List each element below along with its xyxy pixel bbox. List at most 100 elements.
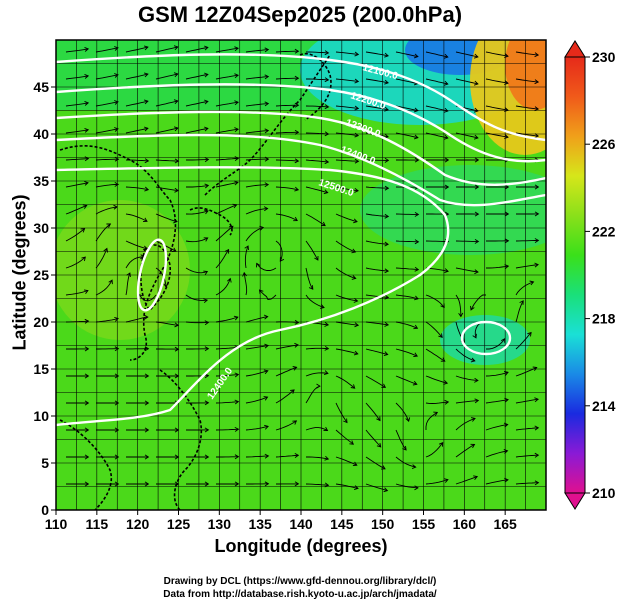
streamline-arrowhead bbox=[383, 487, 389, 493]
streamline bbox=[365, 429, 382, 448]
x-tick-label: 125 bbox=[167, 516, 191, 532]
streamline-arrowhead bbox=[292, 420, 298, 425]
streamline-arrowhead bbox=[413, 53, 419, 59]
streamline-arrowhead bbox=[414, 212, 420, 217]
colorbar-top-arrow bbox=[564, 40, 586, 58]
streamline-arrowhead bbox=[470, 443, 476, 449]
streamline-arrowhead bbox=[204, 45, 209, 51]
streamline-arrowhead bbox=[173, 126, 179, 132]
coastline-japan bbox=[204, 54, 331, 196]
streamline bbox=[125, 213, 148, 222]
streamline-arrowhead bbox=[234, 46, 239, 52]
streamline bbox=[125, 100, 148, 107]
streamline bbox=[365, 456, 386, 470]
streamline-arrowhead bbox=[114, 481, 120, 487]
streamline bbox=[455, 476, 478, 485]
streamline-arrowhead bbox=[290, 389, 295, 394]
streamline bbox=[245, 130, 269, 134]
streamline bbox=[244, 245, 249, 269]
streamline-arrowhead bbox=[353, 485, 359, 491]
streamline-arrowhead bbox=[292, 366, 298, 371]
x-tick-label: 150 bbox=[371, 516, 395, 532]
streamline bbox=[365, 213, 389, 217]
streamline-arrowhead bbox=[443, 380, 449, 385]
streamline-arrowhead bbox=[438, 333, 443, 338]
streamline-arrowhead bbox=[233, 315, 239, 321]
streamline bbox=[275, 77, 299, 80]
streamline-arrowhead bbox=[534, 480, 540, 486]
streamline-arrowhead bbox=[80, 228, 86, 233]
streamline bbox=[485, 371, 509, 377]
streamline-arrowhead bbox=[244, 245, 249, 251]
streamline-arrowhead bbox=[224, 248, 230, 254]
streamline bbox=[306, 51, 329, 54]
streamline-arrowhead bbox=[376, 416, 381, 422]
streamline-arrowhead bbox=[443, 134, 449, 140]
streamline-arrowhead bbox=[232, 203, 238, 209]
streamline-arrowhead bbox=[204, 454, 210, 460]
streamline bbox=[65, 228, 85, 242]
streamline bbox=[395, 132, 418, 139]
y-tick-label: 40 bbox=[33, 126, 49, 142]
streamline-arrowhead bbox=[324, 77, 330, 83]
y-tick-label: 25 bbox=[33, 267, 49, 283]
streamline-arrowhead bbox=[204, 126, 209, 132]
streamline bbox=[186, 158, 209, 161]
streamline bbox=[138, 293, 157, 302]
streamline bbox=[335, 213, 358, 223]
streamline bbox=[515, 281, 534, 296]
streamline bbox=[185, 73, 208, 80]
streamline bbox=[259, 289, 277, 300]
streamline bbox=[305, 427, 328, 432]
streamline-arrowhead bbox=[411, 464, 417, 470]
streamline bbox=[515, 105, 539, 110]
streamline bbox=[125, 272, 131, 296]
streamline-arrowhead bbox=[320, 304, 325, 309]
streamline bbox=[275, 420, 297, 431]
streamline-arrowhead bbox=[242, 271, 247, 277]
streamline bbox=[245, 103, 269, 107]
streamline-arrowhead bbox=[473, 475, 479, 480]
y-tick-label: 30 bbox=[33, 220, 49, 236]
streamline-arrowhead bbox=[144, 346, 150, 352]
streamline-arrowhead bbox=[504, 264, 510, 270]
streamline-arrowhead bbox=[163, 283, 169, 288]
streamline-arrowhead bbox=[354, 187, 359, 193]
streamline-arrowhead bbox=[413, 134, 419, 140]
streamline bbox=[65, 102, 89, 107]
streamline-arrowhead bbox=[384, 268, 390, 274]
streamline bbox=[185, 267, 208, 274]
streamline bbox=[95, 206, 118, 215]
streamline-arrowhead bbox=[204, 157, 210, 163]
streamline-arrowhead bbox=[114, 156, 120, 162]
streamline bbox=[185, 321, 209, 324]
streamline-arrowhead bbox=[413, 324, 419, 330]
streamline bbox=[155, 73, 178, 80]
streamline-arrowhead bbox=[294, 453, 300, 458]
streamline bbox=[515, 132, 539, 137]
streamline-arrowhead bbox=[114, 182, 120, 187]
streamline-arrowhead bbox=[350, 384, 356, 389]
streamline bbox=[215, 374, 239, 377]
streamline-arrowhead bbox=[106, 223, 112, 228]
streamline-arrowhead bbox=[473, 107, 479, 113]
streamline bbox=[335, 483, 359, 489]
streamline-arrowhead bbox=[294, 342, 299, 348]
streamline-arrowhead bbox=[84, 400, 90, 406]
streamline-arrowhead bbox=[264, 453, 270, 459]
streamline-arrowhead bbox=[114, 73, 119, 78]
streamline-arrowhead bbox=[534, 262, 539, 268]
streamline-arrowhead bbox=[474, 398, 480, 404]
streamline-arrowhead bbox=[405, 417, 411, 423]
streamline-arrowhead bbox=[173, 72, 179, 78]
streamline-arrowhead bbox=[324, 455, 330, 461]
streamline bbox=[275, 159, 299, 162]
streamline bbox=[515, 482, 539, 485]
streamline bbox=[305, 294, 325, 309]
colorbar-tick-label: 222 bbox=[592, 223, 616, 239]
streamline bbox=[425, 321, 443, 338]
streamline-arrowhead bbox=[204, 320, 210, 326]
streamline-arrowhead bbox=[440, 357, 446, 362]
streamline bbox=[245, 158, 269, 161]
colorbar-tick-label: 218 bbox=[592, 311, 616, 327]
